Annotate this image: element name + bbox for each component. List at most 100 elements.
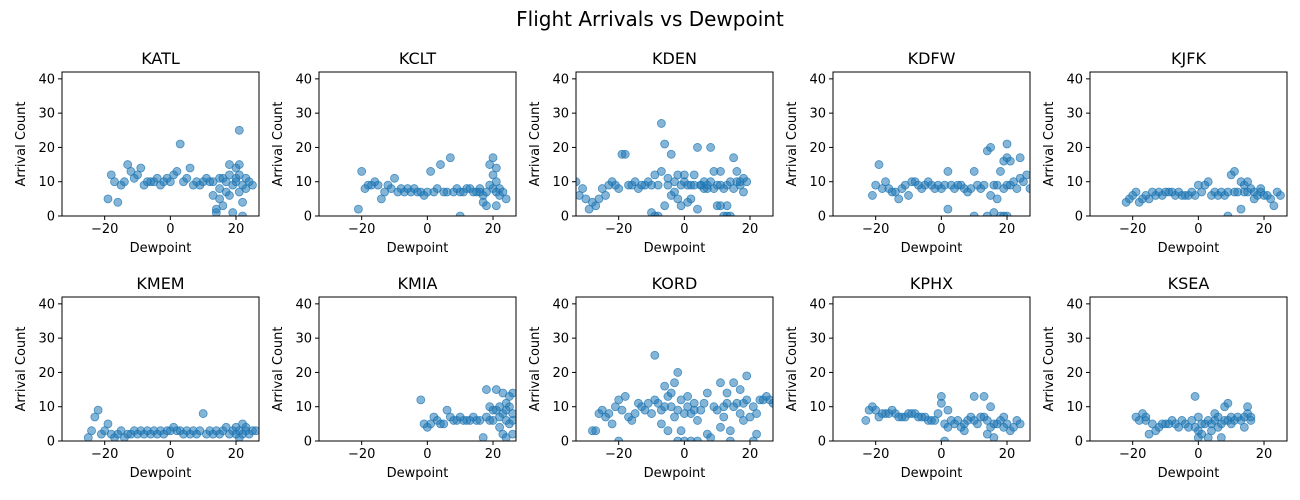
data-point (93, 405, 103, 415)
data-point (986, 402, 995, 412)
y-tick-label: 40 (809, 297, 826, 312)
x-tick-label: 20 (485, 447, 502, 462)
x-tick-label: 20 (228, 447, 245, 462)
data-point (660, 381, 670, 391)
data-point (732, 167, 742, 176)
data-point (716, 422, 725, 432)
data-point (620, 149, 630, 159)
y-tick-label: 40 (295, 72, 312, 87)
plot-frame (575, 296, 774, 442)
x-tick-label: 0 (1194, 222, 1202, 237)
data-point (478, 433, 488, 441)
data-point (861, 416, 871, 425)
data-point (455, 211, 465, 216)
data-point (436, 160, 445, 169)
data-point (989, 433, 999, 441)
x-tick-label: 20 (742, 447, 759, 462)
y-tick-label: 10 (38, 175, 55, 190)
y-axis-label: Arrival Count (528, 327, 543, 412)
subplot-title: KSEA (1168, 274, 1210, 293)
data-point (716, 378, 725, 388)
data-point (103, 419, 113, 429)
data-point (185, 163, 195, 173)
scatter-points (588, 350, 773, 441)
y-tick-label: 20 (1066, 141, 1083, 156)
data-point (656, 419, 666, 429)
subplot-kord: KORD −20 0 20 0 10 20 30 40 Dewpoint Arrival Count (528, 274, 774, 481)
data-point (722, 201, 732, 211)
data-point (1015, 153, 1025, 163)
data-point (353, 204, 363, 214)
y-axis-label: Arrival Count (785, 102, 800, 187)
data-point (136, 163, 146, 173)
x-tick-label: 20 (228, 222, 245, 237)
y-tick-label: 40 (295, 297, 312, 312)
subplot-kphx: KPHX −20 0 20 0 10 20 30 40 Dewpoint Arrival Count (785, 274, 1031, 481)
y-tick-label: 0 (304, 435, 312, 450)
scatter-points (103, 125, 257, 216)
data-point (488, 153, 498, 163)
data-point (172, 167, 182, 176)
y-tick-label: 30 (1066, 332, 1083, 347)
y-tick-label: 40 (552, 72, 569, 87)
data-point (702, 388, 712, 398)
y-tick-label: 0 (304, 210, 312, 225)
data-point (742, 395, 752, 405)
subplot-title: KDEN (652, 49, 697, 68)
y-tick-label: 10 (552, 175, 569, 190)
x-tick-label: 0 (680, 222, 688, 237)
x-tick-label: −20 (91, 222, 118, 237)
data-point (719, 412, 729, 422)
y-tick-label: 10 (809, 400, 826, 415)
data-point (699, 398, 709, 408)
data-point (1230, 167, 1239, 176)
y-tick-label: 40 (38, 297, 55, 312)
y-axis-label: Arrival Count (528, 102, 543, 187)
data-point (693, 143, 702, 152)
plot-frame (832, 71, 1031, 217)
data-point (1005, 156, 1015, 166)
data-point (992, 194, 1002, 204)
y-tick-label: 0 (1075, 435, 1083, 450)
y-axis-label: Arrival Count (14, 102, 29, 187)
data-point (588, 426, 597, 436)
x-tick-label: 0 (1194, 447, 1202, 462)
data-point (225, 191, 234, 200)
data-point (940, 436, 950, 441)
data-point (666, 388, 676, 398)
data-point (752, 429, 761, 439)
data-point (706, 143, 716, 152)
data-point (683, 392, 693, 401)
data-point (716, 167, 725, 176)
subplot-katl: KATL −20 0 20 0 10 20 30 40 Dewpoint Arrival Count (14, 49, 260, 256)
x-axis-label: Dewpoint (901, 466, 963, 481)
y-axis-label: Arrival Count (271, 102, 286, 187)
scatter-points (576, 119, 752, 216)
data-point (601, 191, 610, 200)
data-point (491, 163, 501, 173)
data-point (979, 180, 989, 190)
data-point (113, 197, 123, 207)
subplot-title: KATL (141, 49, 180, 68)
x-axis-label: Dewpoint (644, 466, 706, 481)
data-point (1239, 422, 1249, 432)
y-tick-label: 0 (47, 435, 55, 450)
data-point (426, 167, 436, 176)
plot-frame (1089, 71, 1288, 217)
x-tick-label: −20 (605, 222, 632, 237)
data-point (1015, 419, 1025, 429)
y-tick-label: 10 (552, 400, 569, 415)
data-point (722, 388, 732, 398)
scatter-points (416, 385, 516, 441)
scatter-points (83, 405, 259, 441)
data-point (228, 208, 238, 216)
y-tick-label: 20 (809, 141, 826, 156)
data-point (508, 409, 516, 418)
data-point (416, 395, 426, 405)
scatter-points (861, 392, 1025, 441)
y-tick-label: 10 (809, 175, 826, 190)
x-tick-label: −20 (348, 447, 375, 462)
data-point (725, 436, 735, 441)
y-tick-label: 20 (295, 366, 312, 381)
data-point (670, 378, 679, 388)
